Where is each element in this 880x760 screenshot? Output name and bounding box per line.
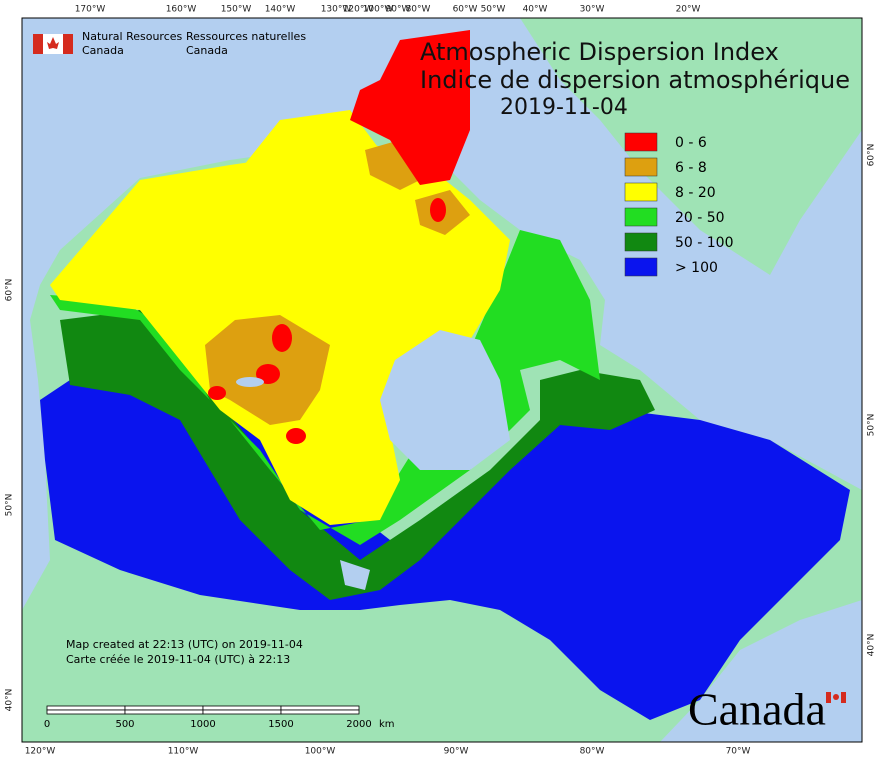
scale-segment bbox=[202, 705, 282, 711]
graticule-label: 30°W bbox=[580, 5, 605, 15]
graticule-label: 100°W bbox=[305, 747, 336, 757]
scale-segment bbox=[46, 705, 126, 711]
graticule-label: 170°W bbox=[75, 5, 106, 15]
legend-label: > 100 bbox=[675, 260, 718, 276]
legend-swatch bbox=[624, 182, 658, 202]
graticule-label: 40°W bbox=[523, 5, 548, 15]
graticule-label: 120°W bbox=[25, 747, 56, 757]
legend-label: 20 - 50 bbox=[675, 210, 725, 226]
graticule-label: 150°W bbox=[221, 5, 252, 15]
region-orange-arctic bbox=[365, 140, 430, 190]
scale-label: 0 bbox=[44, 719, 50, 730]
flag-bar bbox=[63, 34, 73, 54]
note: Map created at 22:13 (UTC) on 2019-11-04 bbox=[66, 638, 303, 651]
legend-label: 8 - 20 bbox=[675, 185, 716, 201]
scale-label: 1000 bbox=[190, 719, 215, 730]
graticule-label: 50°W bbox=[481, 5, 506, 15]
agency-text: Canada bbox=[186, 44, 228, 57]
graticule-label: 80°W bbox=[580, 747, 605, 757]
region-red bbox=[272, 324, 292, 352]
scale-segment bbox=[202, 709, 282, 715]
legend-label: 50 - 100 bbox=[675, 235, 734, 251]
lake bbox=[236, 377, 264, 387]
agency-text: Canada bbox=[82, 44, 124, 57]
region-red bbox=[286, 428, 306, 444]
graticule-label: 90°W bbox=[444, 747, 469, 757]
annotations: 0 - 6 6 - 8 8 - 20 20 - 50 50 - 100 > 100 170°… bbox=[5, 5, 877, 757]
wordmark: Canada bbox=[688, 684, 826, 735]
lake bbox=[340, 560, 370, 590]
legend-swatch bbox=[624, 207, 658, 227]
legend-label: 6 - 8 bbox=[675, 160, 707, 176]
graticule-label: 90°W bbox=[386, 5, 411, 15]
region-red bbox=[208, 386, 226, 400]
flag-bar bbox=[33, 34, 43, 54]
wordmark-flag bbox=[833, 694, 839, 700]
legend-swatch bbox=[624, 257, 658, 277]
scale-label: 500 bbox=[115, 719, 134, 730]
title: Atmospheric Dispersion Index bbox=[420, 38, 779, 66]
graticule-label: 50°N bbox=[867, 414, 877, 437]
region-red bbox=[430, 198, 446, 222]
scale-segment bbox=[124, 705, 204, 711]
graticule-label: 60°N bbox=[5, 279, 15, 302]
wordmark-flag bbox=[841, 692, 846, 703]
scale-segment bbox=[46, 709, 126, 715]
legend-swatch bbox=[624, 232, 658, 252]
note: Carte créée le 2019-11-04 (UTC) à 22:13 bbox=[66, 653, 290, 666]
legend-swatch bbox=[624, 132, 658, 152]
scale-segment bbox=[280, 705, 360, 711]
graticule-label: 110°W bbox=[168, 747, 199, 757]
region-red bbox=[256, 364, 280, 384]
graticule-label: 160°W bbox=[166, 5, 197, 15]
graticule-label: 60°N bbox=[867, 144, 877, 167]
wordmark-flag bbox=[826, 692, 831, 703]
region-red-ellesmere bbox=[350, 30, 470, 185]
graticule-label: 80°W bbox=[406, 5, 431, 15]
scale-segment bbox=[124, 709, 204, 715]
region-darkgreen bbox=[60, 310, 655, 600]
legend-label: 0 - 6 bbox=[675, 135, 707, 151]
scale-segment bbox=[280, 709, 360, 715]
graticule-label: 40°N bbox=[867, 634, 877, 657]
frame bbox=[21, 17, 863, 743]
graticule-label: 20°W bbox=[676, 5, 701, 15]
graticule-label: 40°N bbox=[5, 689, 15, 712]
scale-label: 1500 bbox=[268, 719, 293, 730]
graticule-label: 50°N bbox=[5, 494, 15, 517]
scale-unit: km bbox=[379, 719, 395, 730]
subtitle: Indice de dispersion atmosphérique bbox=[420, 66, 850, 94]
region-yellow-islands bbox=[240, 110, 380, 210]
scale-label: 2000 bbox=[346, 719, 371, 730]
graticule-label: 130°W bbox=[321, 5, 352, 15]
graticule-label: 140°W bbox=[265, 5, 296, 15]
date: 2019-11-04 bbox=[500, 95, 628, 120]
graticule-label: 70°W bbox=[726, 747, 751, 757]
graticule-label: 100°W bbox=[363, 5, 394, 15]
graticule-label: 120°W bbox=[343, 5, 374, 15]
legend-swatch bbox=[624, 157, 658, 177]
flag-leaf bbox=[47, 37, 59, 49]
graticule-label: 60°W bbox=[453, 5, 478, 15]
agency-text: Natural Resources bbox=[82, 30, 183, 43]
agency-text: Ressources naturelles bbox=[186, 30, 306, 43]
greenland bbox=[520, 18, 862, 275]
hudson-bay bbox=[380, 330, 510, 470]
